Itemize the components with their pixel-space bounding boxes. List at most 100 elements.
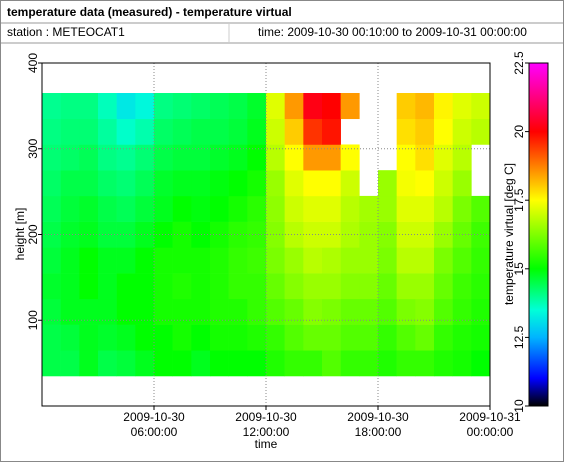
heat-cell — [42, 118, 61, 145]
heat-cell — [396, 350, 416, 377]
heat-cell — [60, 350, 80, 377]
heat-cell — [303, 298, 323, 325]
heat-cell — [284, 93, 304, 120]
heat-cell — [415, 118, 435, 145]
heat-cell — [266, 273, 285, 300]
heat-cell — [359, 350, 379, 377]
colorbar-tick-label: 20 — [512, 125, 526, 139]
heat-cell — [116, 247, 136, 274]
heat-cell — [98, 118, 117, 145]
heat-cell — [79, 118, 99, 145]
heat-cell — [135, 350, 155, 377]
heat-cell — [471, 195, 491, 222]
heat-cell — [228, 247, 248, 274]
heat-cell — [434, 350, 453, 377]
heat-cell — [42, 247, 61, 274]
heat-cell — [340, 144, 360, 171]
colorbar-tick-label: 22.5 — [512, 51, 526, 75]
plot-frame — [41, 62, 491, 407]
heat-cell — [210, 170, 229, 197]
heat-cell — [303, 93, 323, 120]
heat-cell — [284, 324, 304, 351]
heat-cell — [191, 93, 211, 120]
heat-cell — [210, 298, 229, 325]
heat-cell — [135, 324, 155, 351]
period: time: 2009-10-30 00:10:00 to 2009-10-31 … — [258, 25, 527, 39]
heat-cell — [98, 247, 117, 274]
heat-cell — [228, 324, 248, 351]
heat-cell — [135, 298, 155, 325]
heat-cell — [247, 324, 267, 351]
x-tick-label: 2009-10-30 06:00:00 — [123, 410, 185, 439]
heat-cell — [378, 298, 397, 325]
heat-cell — [396, 298, 416, 325]
heat-cell — [303, 273, 323, 300]
heat-cell — [247, 118, 267, 145]
heat-cell — [378, 350, 397, 377]
heat-cell — [210, 273, 229, 300]
heat-cell — [42, 324, 61, 351]
heat-cell — [98, 273, 117, 300]
heat-cell — [172, 350, 192, 377]
heat-cell — [79, 350, 99, 377]
heat-cell — [116, 324, 136, 351]
heat-cell — [266, 195, 285, 222]
heat-cell — [396, 247, 416, 274]
heat-cell — [60, 93, 80, 120]
heat-cell — [303, 350, 323, 377]
heat-cell — [378, 170, 397, 197]
heat-cell — [154, 221, 173, 248]
heat-cell — [415, 144, 435, 171]
heat-cell — [247, 221, 267, 248]
heat-cell — [79, 170, 99, 197]
heat-cell — [98, 324, 117, 351]
heat-cell — [210, 195, 229, 222]
heat-cell — [116, 273, 136, 300]
heat-cell — [228, 118, 248, 145]
heat-cell — [210, 144, 229, 171]
heat-cell — [79, 273, 99, 300]
heat-cell — [340, 93, 360, 120]
heat-cell — [210, 247, 229, 274]
heat-cell — [452, 324, 472, 351]
heat-cell — [172, 195, 192, 222]
y-tick-label: 100 — [26, 310, 40, 330]
heat-cell — [303, 170, 323, 197]
heat-cell — [191, 247, 211, 274]
heat-cell — [191, 170, 211, 197]
heat-cell — [452, 170, 472, 197]
heat-cell — [172, 118, 192, 145]
heat-cell — [266, 221, 285, 248]
heat-cell — [452, 144, 472, 171]
heat-cell — [266, 350, 285, 377]
heat-cell — [415, 221, 435, 248]
x-axis-label: time — [255, 437, 278, 451]
heat-cell — [116, 298, 136, 325]
heat-cell — [378, 195, 397, 222]
heat-cell — [79, 324, 99, 351]
colorbar-tick-label: 17.5 — [512, 188, 526, 212]
heat-cell — [247, 350, 267, 377]
heat-cell — [415, 324, 435, 351]
heat-cell — [60, 247, 80, 274]
heat-cell — [284, 195, 304, 222]
heat-cell — [42, 195, 61, 222]
heat-cell — [247, 170, 267, 197]
heat-cell — [210, 118, 229, 145]
heat-cell — [42, 144, 61, 171]
heat-cell — [340, 195, 360, 222]
heat-cell — [98, 221, 117, 248]
heat-cell — [98, 195, 117, 222]
heat-cell — [191, 144, 211, 171]
heat-cell — [154, 93, 173, 120]
heat-cell — [191, 118, 211, 145]
heat-cell — [284, 273, 304, 300]
y-tick-label: 400 — [26, 53, 40, 73]
heat-cell — [135, 144, 155, 171]
heat-cell — [471, 93, 491, 120]
heat-cell — [396, 195, 416, 222]
heat-cell — [396, 273, 416, 300]
heat-cell — [172, 221, 192, 248]
heat-cell — [154, 144, 173, 171]
